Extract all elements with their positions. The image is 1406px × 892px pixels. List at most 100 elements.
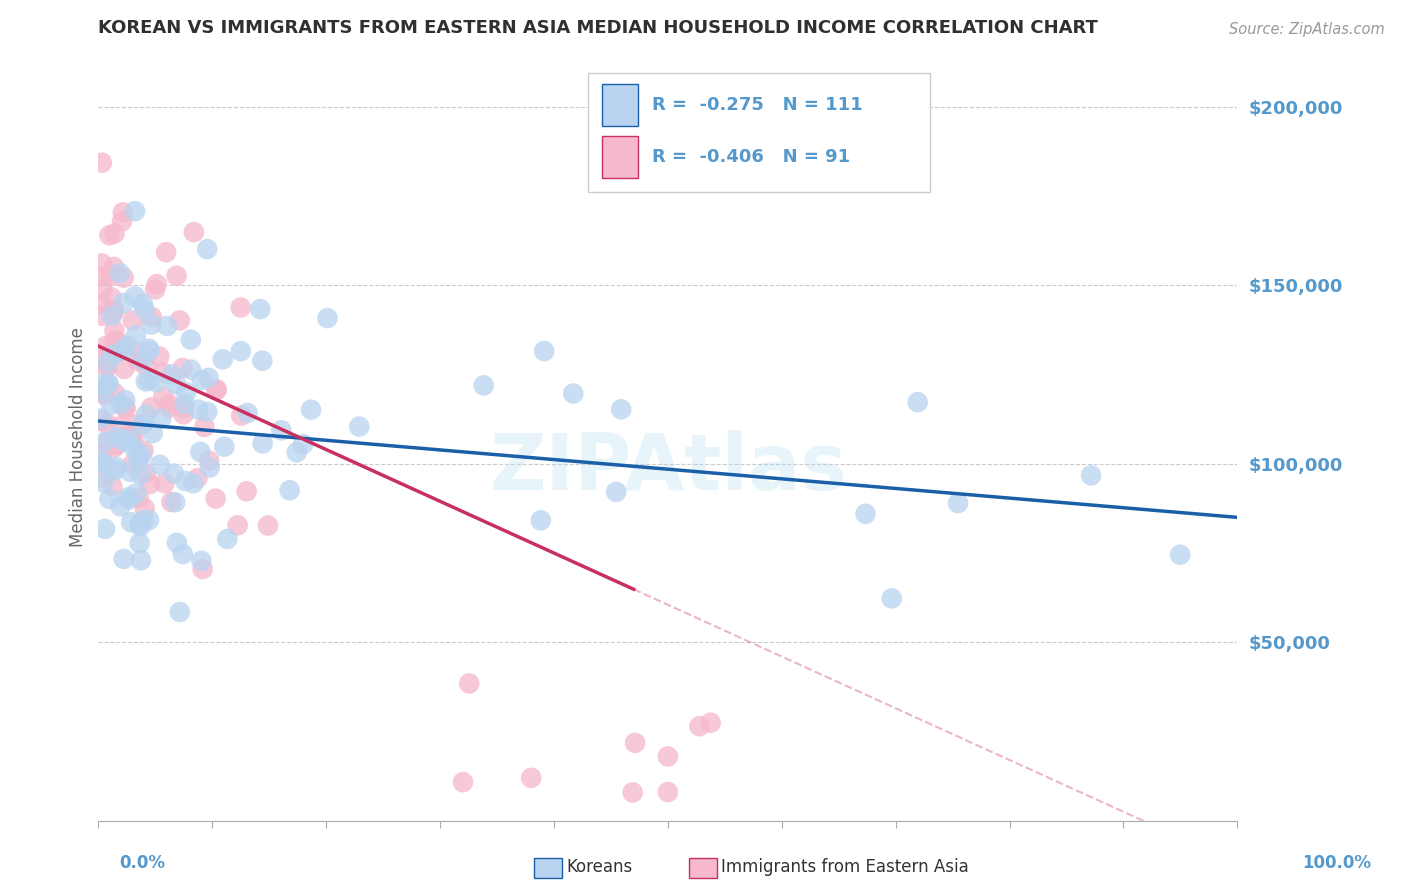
Point [292,437,315,451]
Point [120,465,142,479]
Point [195,405,218,419]
Point [855,507,877,521]
Point [138,342,160,356]
Point [124,345,146,359]
Point [138,373,160,387]
Point [172,547,194,561]
Point [880,591,903,606]
Point [90,470,112,484]
Point [173,407,195,421]
Point [186,471,208,485]
Point [134,302,156,317]
Point [257,518,280,533]
Point [114,400,136,414]
Point [152,390,174,404]
Point [132,513,155,527]
Point [94,388,117,402]
Point [97,435,120,450]
Point [605,484,627,499]
Point [150,411,173,425]
Point [112,552,135,566]
Point [129,467,152,482]
Point [101,479,124,493]
Point [103,304,125,318]
Point [91,269,114,284]
Text: 0.0%: 0.0% [120,855,166,872]
Point [157,401,180,415]
Point [160,368,183,382]
Point [181,476,204,491]
Point [195,242,218,256]
Point [129,519,152,533]
Point [142,425,165,440]
Point [316,311,339,326]
Point [110,419,132,434]
Point [141,310,163,324]
Point [111,433,134,447]
Point [125,417,148,432]
Point [229,344,252,359]
Point [100,269,122,284]
Point [91,385,114,400]
Point [166,535,188,549]
Point [229,301,252,315]
Point [104,386,127,401]
Point [198,460,221,475]
Point [204,491,226,506]
Point [160,495,183,509]
Point [166,268,188,283]
Point [90,376,112,391]
Point [91,283,114,297]
Point [278,483,301,498]
Point [173,397,195,411]
Point [135,408,157,422]
Point [183,225,205,239]
Point [139,477,162,491]
Point [120,516,142,530]
Point [152,366,174,380]
Point [163,467,186,481]
Point [100,290,122,304]
Point [124,289,146,303]
Point [105,430,128,444]
Point [149,458,172,472]
Point [112,270,135,285]
Point [156,318,179,333]
Point [128,536,150,550]
Point [157,397,180,411]
Point [173,401,195,416]
Text: Immigrants from Eastern Asia: Immigrants from Eastern Asia [721,858,969,876]
Text: ZIPAtlas: ZIPAtlas [489,430,846,506]
Point [93,435,115,450]
Point [96,358,118,372]
Point [91,475,114,490]
Point [285,445,308,459]
Point [111,343,134,358]
Point [131,447,153,461]
Point [138,343,160,358]
Point [103,260,125,274]
Point [270,423,292,437]
Point [520,771,543,785]
Point [165,377,187,392]
Text: R =  -0.275   N = 111: R = -0.275 N = 111 [652,96,862,114]
Point [90,256,112,270]
Text: Source: ZipAtlas.com: Source: ZipAtlas.com [1229,22,1385,37]
Point [1168,548,1191,562]
Point [91,455,114,469]
Point [101,309,124,323]
Point [191,373,214,387]
Point [103,347,125,361]
Point [180,333,202,347]
Point [472,378,495,392]
Point [104,464,127,478]
Point [128,516,150,531]
Point [451,775,474,789]
Point [111,205,134,219]
Point [141,401,163,415]
Point [120,427,142,442]
Point [132,443,155,458]
Point [128,491,150,505]
Point [174,474,197,488]
Point [103,440,125,454]
